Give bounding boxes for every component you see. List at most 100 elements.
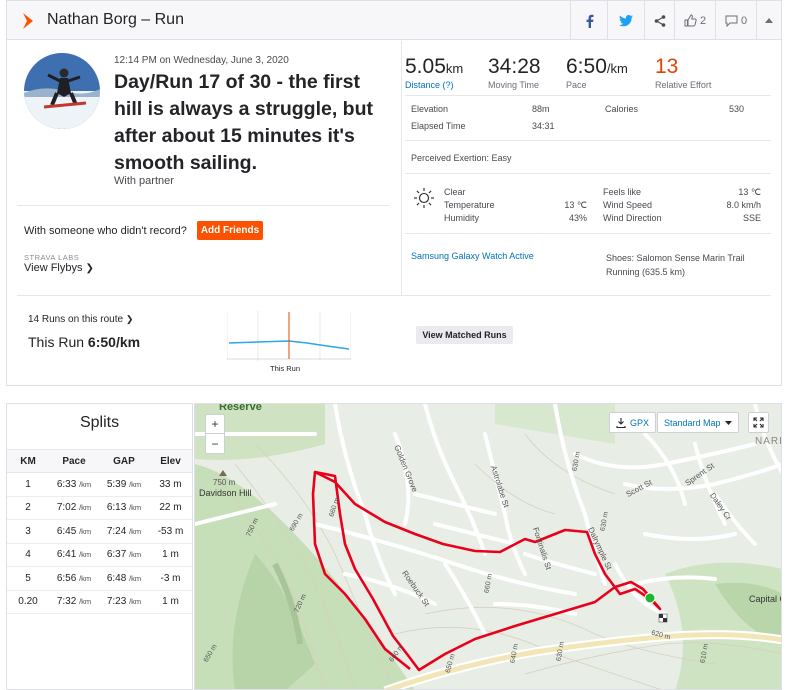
- split-pace-unit: /km: [79, 479, 92, 489]
- splits-header-row: KM Pace GAP Elev: [7, 449, 192, 473]
- split-pace-unit: /km: [79, 597, 92, 607]
- comments-count: 0: [740, 14, 748, 27]
- calories-value: 530: [728, 104, 744, 114]
- thumbs-up-icon: [684, 14, 697, 27]
- avatar[interactable]: [24, 53, 100, 129]
- vertical-divider: [401, 41, 402, 295]
- divider: [405, 95, 771, 96]
- collapse-button[interactable]: [756, 1, 781, 40]
- view-matched-runs-button[interactable]: View Matched Runs: [416, 326, 513, 344]
- activity-title: Day/Run 17 of 30 - the first hill is alw…: [114, 71, 373, 174]
- route-map[interactable]: Reserve 750 m Davidson Hill Golden Grove…: [194, 403, 782, 690]
- split-pace: 6:56 /km: [49, 566, 99, 591]
- twitter-share-button[interactable]: [607, 1, 644, 40]
- split-elev: 33 m: [149, 472, 192, 497]
- split-gap-unit: /km: [129, 526, 142, 536]
- zoom-in-button[interactable]: +: [206, 415, 224, 434]
- split-elev: 1 m: [149, 590, 192, 614]
- share-button[interactable]: [644, 1, 674, 40]
- split-km: 2: [7, 496, 49, 520]
- caret-up-icon: [765, 18, 773, 23]
- add-friends-button[interactable]: Add Friends: [197, 221, 263, 240]
- this-run-pace-value: 6:50/km: [87, 334, 141, 350]
- divider: [405, 173, 771, 174]
- view-flybys-link[interactable]: View Flybys ❯: [24, 262, 94, 274]
- map-label-capital: Capital G: [749, 594, 781, 604]
- split-gap-value: 5:39: [106, 478, 127, 490]
- split-km: 0.20: [7, 590, 49, 614]
- runs-on-route-link[interactable]: 14 Runs on this route ❯: [28, 314, 133, 325]
- chevron-right-icon: ❯: [85, 263, 94, 274]
- split-gap-value: 7:24: [106, 525, 127, 537]
- caret-down-icon: [724, 420, 732, 425]
- map-label-reserve: Reserve: [219, 403, 262, 413]
- device-link[interactable]: Samsung Galaxy Watch Active: [411, 251, 534, 261]
- moving-time-value: 34:28: [488, 55, 541, 78]
- clear-weather-icon: [414, 188, 434, 208]
- gpx-download-button[interactable]: GPX: [609, 412, 657, 433]
- pace-value: 6:50: [566, 55, 607, 78]
- split-elev: -3 m: [149, 566, 192, 591]
- split-row[interactable]: 1 6:33 /km 5:39 /km 33 m: [7, 472, 192, 497]
- with-partner-label: With partner: [114, 175, 174, 187]
- comments-button[interactable]: 0: [715, 1, 756, 40]
- split-gap-unit: /km: [129, 597, 142, 607]
- elapsed-time-label: Elapsed Time: [411, 121, 466, 131]
- relative-effort-value: 13: [655, 55, 679, 78]
- split-pace-unit: /km: [79, 503, 92, 513]
- stat-relative-effort[interactable]: 13 Relative Effort: [655, 55, 711, 90]
- map-type-select[interactable]: Standard Map: [657, 412, 739, 433]
- zoom-out-button[interactable]: −: [211, 436, 219, 451]
- runs-on-route-label: 14 Runs on this route: [28, 314, 124, 325]
- split-km: 3: [7, 519, 49, 544]
- divider: [17, 295, 771, 296]
- activity-timestamp: 12:14 PM on Wednesday, June 3, 2020: [114, 55, 289, 66]
- this-run-pace: This Run 6:50/km: [28, 334, 140, 350]
- wind-direction-label: Wind Direction: [603, 213, 662, 223]
- relative-effort-label: Relative Effort: [655, 80, 712, 90]
- split-row[interactable]: 4 6:41 /km 6:37 /km 1 m: [7, 543, 192, 567]
- split-gap-value: 7:23: [106, 596, 127, 608]
- col-pace: Pace: [49, 449, 99, 473]
- page-title: Nathan Borg – Run: [47, 11, 184, 28]
- split-gap: 7:23 /km: [99, 590, 149, 614]
- map-label-hill-height: 750 m: [213, 478, 236, 487]
- map-canvas: [195, 404, 781, 689]
- kudos-button[interactable]: 2: [674, 1, 715, 40]
- split-pace-unit: /km: [79, 526, 92, 536]
- split-km: 5: [7, 566, 49, 591]
- splits-title: Splits: [79, 414, 120, 431]
- gpx-label: GPX: [630, 417, 650, 428]
- divider: [405, 233, 771, 234]
- someone-didnt-record-text: With someone who didn't record?: [24, 225, 187, 237]
- split-elev: -53 m: [149, 519, 192, 544]
- wind-direction-value: SSE: [742, 213, 761, 223]
- distance-label[interactable]: Distance (?): [405, 80, 454, 90]
- pace-unit: /km: [606, 61, 628, 76]
- split-row[interactable]: 3 6:45 /km 7:24 /km -53 m: [7, 519, 192, 544]
- split-pace-value: 7:32: [56, 596, 77, 608]
- split-row[interactable]: 5 6:56 /km 6:48 /km -3 m: [7, 566, 192, 591]
- matched-runs-chart[interactable]: [227, 311, 351, 361]
- strava-chevron-icon: [23, 13, 33, 29]
- avatar-image: [24, 53, 100, 129]
- split-row[interactable]: 0.20 7:32 /km 7:23 /km 1 m: [7, 590, 192, 614]
- humidity-value: 43%: [568, 213, 587, 223]
- facebook-share-button[interactable]: [570, 1, 607, 40]
- fullscreen-button[interactable]: [748, 412, 769, 433]
- elapsed-time-value: 34:31: [532, 121, 555, 131]
- split-pace-value: 6:45: [56, 525, 77, 537]
- split-pace-value: 6:56: [56, 572, 77, 584]
- chevron-right-icon: ❯: [125, 314, 134, 324]
- split-row[interactable]: 2 7:02 /km 6:13 /km 22 m: [7, 496, 192, 520]
- wind-speed-value: 8.0 km/h: [726, 200, 761, 210]
- fullscreen-icon: [753, 417, 764, 428]
- split-pace: 7:32 /km: [49, 590, 99, 614]
- split-gap-value: 6:13: [106, 502, 127, 514]
- split-pace-value: 7:02: [56, 502, 77, 514]
- distance-value: 5.05: [405, 55, 446, 78]
- split-gap-unit: /km: [129, 550, 142, 560]
- map-type-value: Standard Map: [664, 417, 721, 428]
- map-label-davidson-hill: Davidson Hill: [199, 488, 252, 498]
